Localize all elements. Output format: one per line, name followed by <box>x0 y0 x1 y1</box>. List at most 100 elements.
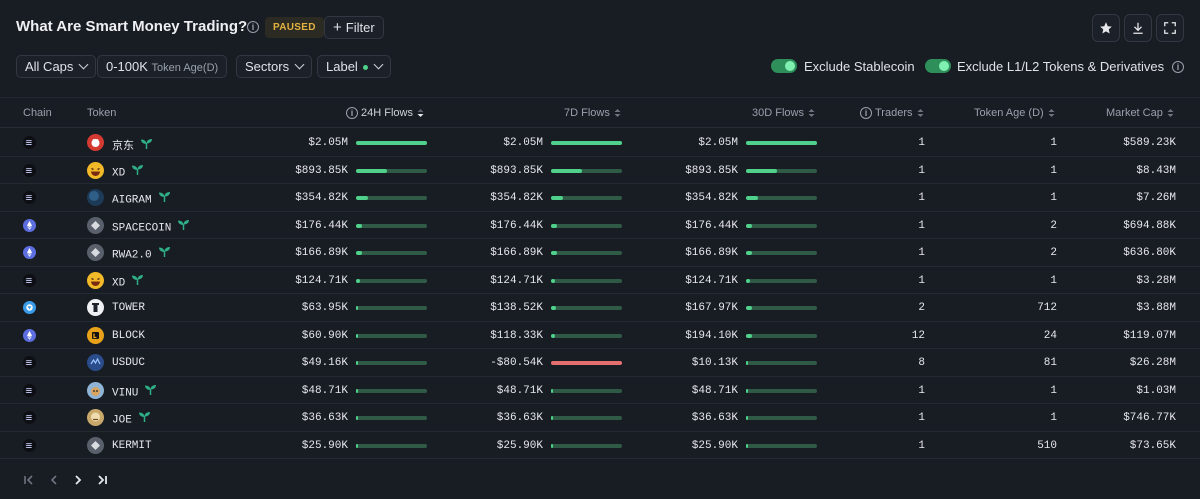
download-button[interactable] <box>1124 14 1152 42</box>
table-row[interactable]: 京东 $2.05M $2.05M $2.05M 1 1 $589.23K <box>0 129 1200 157</box>
flows-24h-value: $124.71K <box>295 274 348 287</box>
table-row[interactable]: XD $124.71K $124.71K $124.71K 1 1 $3.28M <box>0 267 1200 294</box>
column-header-7d-flows[interactable]: 7D Flows <box>564 107 621 119</box>
flows-24h-bar-fill <box>356 361 358 365</box>
token-name[interactable]: VINU <box>112 384 157 400</box>
table-row[interactable]: JOE $36.63K $36.63K $36.63K 1 1 $746.77K <box>0 404 1200 432</box>
joe-logo-icon <box>87 409 104 426</box>
flows-24h-bar-fill <box>356 388 358 393</box>
column-header-market-cap[interactable]: Market Cap <box>1106 107 1174 119</box>
flows-30d-bar <box>746 416 817 420</box>
token-symbol: XD <box>112 166 126 179</box>
column-header-24h-flows-label: 24H Flows <box>361 107 413 119</box>
flows-30d-value: $10.13K <box>691 357 738 369</box>
column-header-24h-flows[interactable]: i 24H Flows <box>346 107 424 120</box>
exclude-stablecoin-toggle[interactable] <box>771 59 797 73</box>
market-cap-value: $3.28M <box>1136 274 1176 287</box>
flows-30d-bar-fill <box>746 333 752 338</box>
exclude-l1l2-toggle[interactable] <box>925 59 951 73</box>
flows-30d-bar-fill <box>746 251 752 255</box>
flows-30d-bar-fill <box>746 306 752 310</box>
info-icon: i <box>860 107 872 120</box>
flows-30d-value: $2.05M <box>698 137 738 149</box>
token-age-value: 1 <box>1050 137 1057 149</box>
token-name[interactable]: 京东 <box>112 137 153 154</box>
filter-button[interactable]: + Filter <box>324 16 384 39</box>
column-header-traders[interactable]: i Traders <box>860 107 924 120</box>
flows-7d-bar <box>551 333 622 338</box>
table-row[interactable]: BLOCK $60.90K $118.33K $194.10K 12 24 $119.07M <box>0 322 1200 349</box>
flows-7d-value: $138.52K <box>490 302 543 314</box>
token-name[interactable]: JOE <box>112 412 151 427</box>
table-row[interactable]: RWA2.0 $166.89K $166.89K $166.89K 1 2 $636.80K <box>0 239 1200 267</box>
tower-logo-icon <box>87 299 104 316</box>
table-row[interactable]: KERMIT $25.90K $25.90K $25.90K 1 510 $73.65K <box>0 432 1200 459</box>
token-symbol: RWA2.0 <box>112 249 152 262</box>
table-row[interactable]: TOWER $63.95K $138.52K $167.97K 2 712 $3.88M <box>0 294 1200 322</box>
flows-24h-bar <box>356 416 427 420</box>
fullscreen-icon <box>1164 22 1176 34</box>
caps-dropdown[interactable]: All Caps <box>16 55 97 78</box>
fullscreen-button[interactable] <box>1156 14 1184 42</box>
last-page-button[interactable] <box>96 474 108 489</box>
token-name[interactable]: KERMIT <box>112 440 152 452</box>
flows-30d-bar-fill <box>746 443 748 448</box>
traders-value: 1 <box>918 439 925 452</box>
token-name[interactable]: USDUC <box>112 357 145 369</box>
first-page-button[interactable] <box>23 474 35 489</box>
flows-24h-value: $176.44K <box>295 219 348 232</box>
solana-chain-icon <box>23 163 36 177</box>
column-header-token-age-label: Token Age (D) <box>974 107 1044 119</box>
flows-30d-bar <box>746 333 817 338</box>
table-row[interactable]: AIGRAM $354.82K $354.82K $354.82K 1 1 $7.26M <box>0 184 1200 212</box>
prev-page-button[interactable] <box>48 474 60 489</box>
flows-24h-bar-fill <box>356 168 387 173</box>
token-symbol: BLOCK <box>112 329 146 342</box>
table-row[interactable]: VINU $48.71K $48.71K $48.71K 1 1 $1.03M <box>0 377 1200 404</box>
status-badge: PAUSED <box>265 17 324 38</box>
token-name[interactable]: TOWER <box>112 302 145 314</box>
flows-24h-value: $49.16K <box>301 357 348 369</box>
sort-icon <box>614 108 621 118</box>
market-cap-value: $26.28M <box>1129 357 1176 369</box>
token-name[interactable]: RWA2.0 <box>112 247 171 262</box>
column-header-token-age[interactable]: Token Age (D) <box>974 107 1055 119</box>
table-row[interactable]: SPACECOIN $176.44K $176.44K $176.44K 1 2 $694.… <box>0 212 1200 239</box>
flows-30d-value: $176.44K <box>685 219 738 232</box>
flows-7d-bar <box>551 251 622 255</box>
column-header-30d-flows[interactable]: 30D Flows <box>752 107 815 119</box>
flows-30d-bar-fill <box>746 196 758 200</box>
flows-24h-bar <box>356 141 427 145</box>
table-row[interactable]: USDUC $49.16K -$80.54K $10.13K 8 81 $26.28M <box>0 349 1200 377</box>
token-age-value: 1 <box>1050 274 1057 287</box>
token-name[interactable]: BLOCK <box>112 330 145 342</box>
sectors-dropdown[interactable]: Sectors <box>236 55 313 78</box>
column-header-market-cap-label: Market Cap <box>1106 107 1163 119</box>
sectors-dropdown-label: Sectors <box>245 59 290 74</box>
token-age-filter[interactable]: 0-100K Token Age(D) <box>97 55 228 78</box>
token-age-value: 1 <box>1050 384 1057 397</box>
star-button[interactable] <box>1092 14 1120 42</box>
solana-chain-icon <box>23 191 36 204</box>
sort-desc-icon <box>417 108 424 118</box>
flows-24h-bar <box>356 196 427 200</box>
token-symbol: JOE <box>112 414 132 427</box>
table-row[interactable]: XD $893.85K $893.85K $893.85K 1 1 $8.43M <box>0 157 1200 184</box>
market-cap-value: $636.80K <box>1123 247 1176 259</box>
token-age-value: 712 <box>1037 302 1057 314</box>
traders-value: 1 <box>918 219 925 232</box>
flows-24h-bar-fill <box>356 306 358 310</box>
flows-7d-bar <box>551 306 622 310</box>
flows-30d-bar-fill <box>746 168 777 173</box>
token-name[interactable]: XD <box>112 164 144 180</box>
token-name[interactable]: XD <box>112 274 144 290</box>
next-page-button[interactable] <box>72 474 84 489</box>
flows-24h-value: $2.05M <box>308 137 348 149</box>
info-icon[interactable]: i <box>1172 61 1184 73</box>
info-icon[interactable]: i <box>247 21 259 33</box>
label-dropdown[interactable]: Label <box>317 55 391 78</box>
flows-30d-bar <box>746 251 817 255</box>
token-name[interactable]: AIGRAM <box>112 192 171 207</box>
market-cap-value: $7.26M <box>1136 192 1176 204</box>
token-name[interactable]: SPACECOIN <box>112 219 190 235</box>
